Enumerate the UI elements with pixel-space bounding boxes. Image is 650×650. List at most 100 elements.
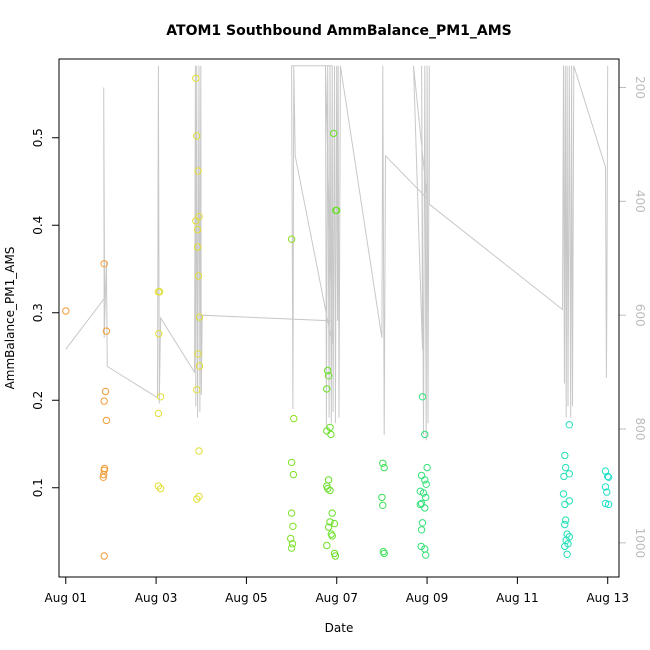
data-point (194, 272, 203, 280)
y-tick-label: 0.1 (31, 478, 45, 497)
y-tick-label: 0.3 (31, 303, 45, 322)
data-point (194, 350, 202, 358)
data-point (603, 488, 611, 496)
plot-frame (58, 58, 620, 578)
secondary-trace-line (65, 65, 609, 441)
y-tick-label: 0.5 (31, 128, 45, 147)
data-point (102, 416, 111, 425)
data-point (324, 523, 333, 531)
data-point (560, 472, 568, 481)
data-point (194, 167, 202, 175)
data-point (154, 409, 163, 418)
data-point (328, 532, 336, 540)
data-point (326, 518, 334, 526)
data-point (379, 501, 387, 509)
data-point (289, 470, 298, 479)
data-point (287, 235, 296, 243)
data-point (380, 549, 388, 558)
data-point (379, 459, 387, 467)
data-point (565, 497, 573, 505)
y2-tick-label: 600 (633, 304, 647, 327)
data-point (193, 225, 202, 234)
data-point (421, 430, 429, 439)
data-point (378, 493, 386, 502)
data-point (156, 288, 164, 296)
data-point (102, 327, 111, 335)
data-point (604, 500, 613, 509)
data-point (326, 486, 334, 495)
data-point (329, 129, 338, 138)
chart-title: ATOM1 Southbound AmmBalance_PM1_AMS (166, 23, 511, 39)
data-point (418, 393, 427, 401)
data-point (195, 447, 203, 455)
x-tick-label: Aug 05 (225, 591, 268, 605)
x-tick-label: Aug 01 (45, 591, 88, 605)
x-tick-label: Aug 13 (586, 591, 629, 605)
data-point (417, 526, 426, 534)
data-point (561, 451, 569, 460)
y2-tick-label: 1000 (633, 528, 647, 559)
data-point (100, 470, 108, 479)
y-tick-label: 0.4 (31, 216, 45, 235)
data-point (333, 206, 341, 215)
data-point (422, 480, 430, 488)
data-point (562, 516, 570, 524)
data-point (290, 414, 298, 423)
data-point (331, 552, 340, 560)
data-point (380, 463, 388, 472)
data-point (423, 463, 431, 472)
y-tick-label: 0.2 (31, 391, 45, 410)
data-point (418, 519, 427, 527)
data-point (421, 504, 429, 512)
data-point (287, 534, 295, 543)
data-point (327, 430, 335, 439)
data-point (563, 550, 571, 558)
data-point (416, 500, 424, 509)
data-point (99, 473, 108, 481)
data-point (601, 499, 610, 508)
data-point (323, 541, 331, 550)
data-point (324, 366, 332, 375)
data-point (195, 362, 204, 370)
x-tick-label: Aug 09 (406, 591, 449, 605)
data-point (421, 476, 429, 484)
data-point (565, 421, 573, 429)
x-tick-label: Aug 07 (315, 591, 358, 605)
data-point (604, 473, 613, 481)
data-point (324, 484, 332, 493)
data-point (156, 393, 165, 401)
x-axis-label: Date (325, 621, 354, 635)
data-point (561, 542, 569, 551)
data-point (193, 132, 201, 140)
data-point (324, 372, 333, 380)
data-point (193, 495, 201, 503)
data-point (287, 544, 296, 552)
data-point (193, 386, 201, 394)
data-point (328, 509, 336, 517)
x-tick-label: Aug 03 (135, 591, 178, 605)
data-points-layer (62, 74, 613, 560)
data-point (287, 458, 296, 467)
data-point (324, 476, 333, 484)
data-point (422, 493, 430, 502)
data-point (193, 243, 202, 251)
data-point (156, 484, 165, 493)
data-point (604, 472, 612, 481)
data-point (419, 489, 428, 497)
data-point (287, 509, 296, 517)
data-point (601, 483, 610, 491)
x-tick-label: Aug 11 (496, 591, 539, 605)
data-point (559, 490, 568, 498)
data-point (100, 260, 108, 268)
data-point (101, 387, 110, 396)
data-point (155, 330, 163, 338)
data-point (100, 552, 108, 560)
y2-tick-label: 400 (633, 190, 647, 213)
data-point (100, 466, 108, 474)
data-point (195, 313, 204, 321)
trace-line-layer (65, 65, 609, 441)
data-point (422, 551, 430, 559)
data-point (288, 540, 297, 548)
